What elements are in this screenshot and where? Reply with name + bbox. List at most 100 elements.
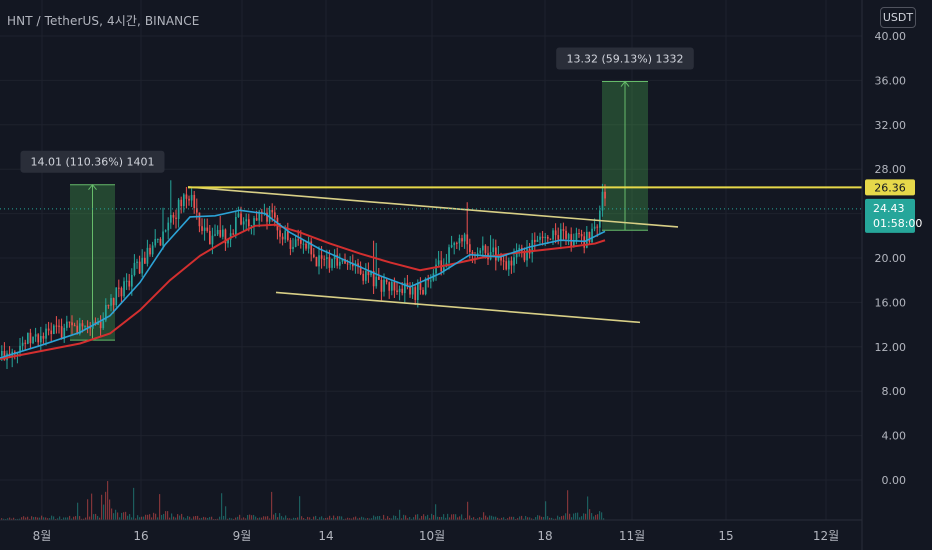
lower-trendline[interactable] bbox=[275, 291, 641, 324]
candle-body bbox=[190, 194, 193, 201]
volume-bar bbox=[239, 514, 241, 520]
candle-body bbox=[479, 250, 482, 254]
candle-body bbox=[536, 239, 539, 242]
volume-bar bbox=[105, 491, 107, 520]
candle-body bbox=[370, 270, 372, 276]
upper-trendline[interactable] bbox=[187, 186, 679, 228]
volume-bar bbox=[117, 512, 119, 520]
volume-bar bbox=[319, 517, 321, 520]
volume-bar bbox=[249, 514, 251, 520]
volume-bar bbox=[111, 508, 113, 520]
volume-bar bbox=[411, 518, 413, 520]
candle-body bbox=[146, 247, 149, 264]
candle-body bbox=[258, 211, 261, 221]
volume-bar bbox=[189, 516, 191, 520]
candle-body bbox=[162, 231, 164, 246]
x-tick-label: 11월 bbox=[619, 529, 645, 543]
volume-bar bbox=[285, 515, 287, 520]
volume-bar bbox=[575, 512, 577, 520]
volume-bar bbox=[367, 518, 369, 520]
candle-body bbox=[313, 254, 315, 257]
candle-body bbox=[151, 245, 154, 255]
volume-bar bbox=[529, 517, 531, 520]
volume-bar bbox=[167, 511, 169, 520]
volume-bar bbox=[253, 514, 255, 520]
candle-body bbox=[549, 238, 552, 240]
candle-body bbox=[458, 238, 461, 244]
volume-bar bbox=[537, 515, 539, 520]
candle-body bbox=[544, 236, 547, 239]
volume-bar bbox=[171, 513, 173, 520]
volume-bar bbox=[125, 511, 127, 520]
last-price-label: 24.43 bbox=[873, 202, 905, 215]
volume-bar bbox=[115, 509, 117, 520]
candle-body bbox=[362, 273, 365, 281]
candle-body bbox=[396, 290, 398, 292]
volume-bar bbox=[483, 512, 485, 520]
range-measure-left-label-bg bbox=[20, 150, 165, 173]
volume-bar bbox=[487, 517, 489, 520]
candle-body bbox=[515, 251, 518, 258]
volume-bar bbox=[385, 518, 387, 520]
candle-body bbox=[495, 247, 497, 261]
candle-body bbox=[167, 222, 170, 231]
candle-body bbox=[318, 255, 320, 267]
volume-bar bbox=[371, 518, 373, 520]
volume-bar bbox=[109, 499, 111, 520]
volume-bar bbox=[501, 517, 503, 520]
volume-bar bbox=[389, 518, 391, 520]
volume-bar bbox=[47, 518, 49, 520]
volume-bar bbox=[425, 516, 427, 520]
candle-body bbox=[193, 194, 196, 209]
volume-bar bbox=[217, 518, 219, 520]
volume-bar bbox=[375, 516, 377, 520]
volume-bar bbox=[495, 516, 497, 520]
volume-bar bbox=[403, 514, 405, 520]
volume-bar bbox=[43, 517, 45, 520]
volume-bar bbox=[467, 501, 469, 520]
symbol-label[interactable]: HNT / TetherUS bbox=[7, 14, 100, 28]
candle-body bbox=[268, 209, 271, 222]
candle-body bbox=[552, 230, 554, 240]
candle-body bbox=[232, 233, 235, 235]
volume-bar bbox=[567, 490, 569, 520]
x-tick-label: 18 bbox=[537, 529, 552, 543]
volume-bar bbox=[233, 518, 235, 520]
candle-body bbox=[84, 325, 86, 327]
ma-fast-line bbox=[0, 209, 606, 359]
exchange-label: BINANCE bbox=[144, 14, 200, 28]
volume-bar bbox=[51, 515, 53, 520]
volume-bar bbox=[323, 518, 325, 520]
volume-bar bbox=[93, 514, 95, 520]
volume-bar bbox=[577, 512, 579, 520]
volume-bar bbox=[133, 487, 135, 520]
volume-bar bbox=[173, 516, 175, 520]
volume-bar bbox=[431, 513, 433, 520]
currency-unit-button[interactable]: USDT bbox=[880, 7, 916, 28]
candle-body bbox=[375, 276, 378, 287]
volume-bar bbox=[541, 516, 543, 520]
volume-bar bbox=[95, 513, 97, 520]
volume-bar bbox=[275, 512, 277, 520]
volume-bar bbox=[135, 518, 137, 520]
candle-body bbox=[526, 249, 528, 261]
volume-bar bbox=[391, 518, 393, 520]
volume-bar bbox=[433, 515, 435, 520]
interval-label[interactable]: 4시간 bbox=[106, 14, 137, 28]
candle-body bbox=[331, 259, 333, 268]
volume-bar bbox=[247, 515, 249, 520]
candle-body bbox=[437, 260, 440, 265]
volume-bar bbox=[19, 518, 21, 520]
candle-body bbox=[461, 238, 463, 242]
candle-body bbox=[430, 280, 432, 282]
volume-bar bbox=[271, 491, 273, 520]
resistance-price-tag bbox=[865, 179, 915, 196]
candle-body bbox=[34, 334, 37, 337]
volume-bar bbox=[211, 516, 213, 520]
volume-bar bbox=[159, 494, 161, 520]
volume-bar bbox=[509, 516, 511, 520]
candle-body bbox=[419, 282, 422, 290]
volume-bar bbox=[241, 518, 243, 520]
candle-body bbox=[502, 260, 505, 262]
